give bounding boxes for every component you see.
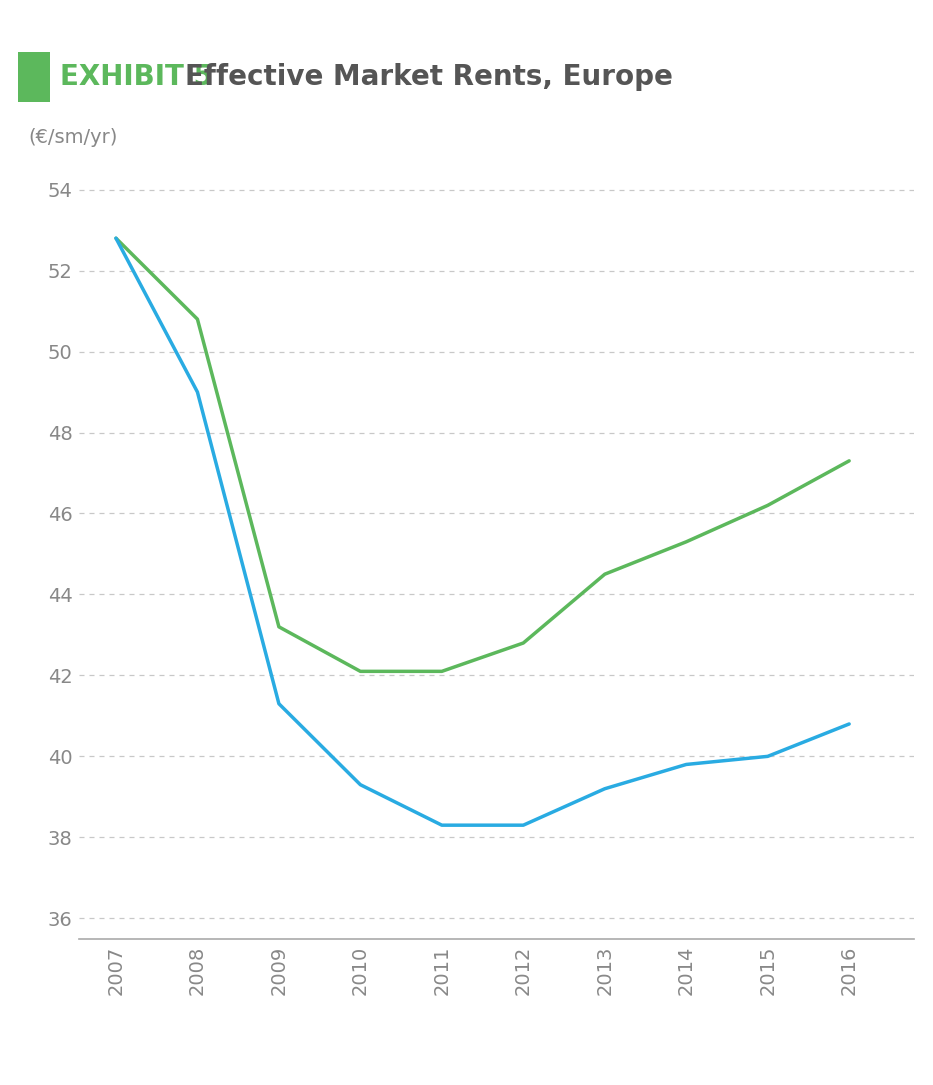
Text: (€/sm/yr): (€/sm/yr) [28, 128, 118, 148]
Bar [18, 52, 50, 102]
Text: Effective Market Rents, Europe: Effective Market Rents, Europe [185, 63, 673, 91]
Text: EXHIBIT 5: EXHIBIT 5 [60, 63, 213, 91]
